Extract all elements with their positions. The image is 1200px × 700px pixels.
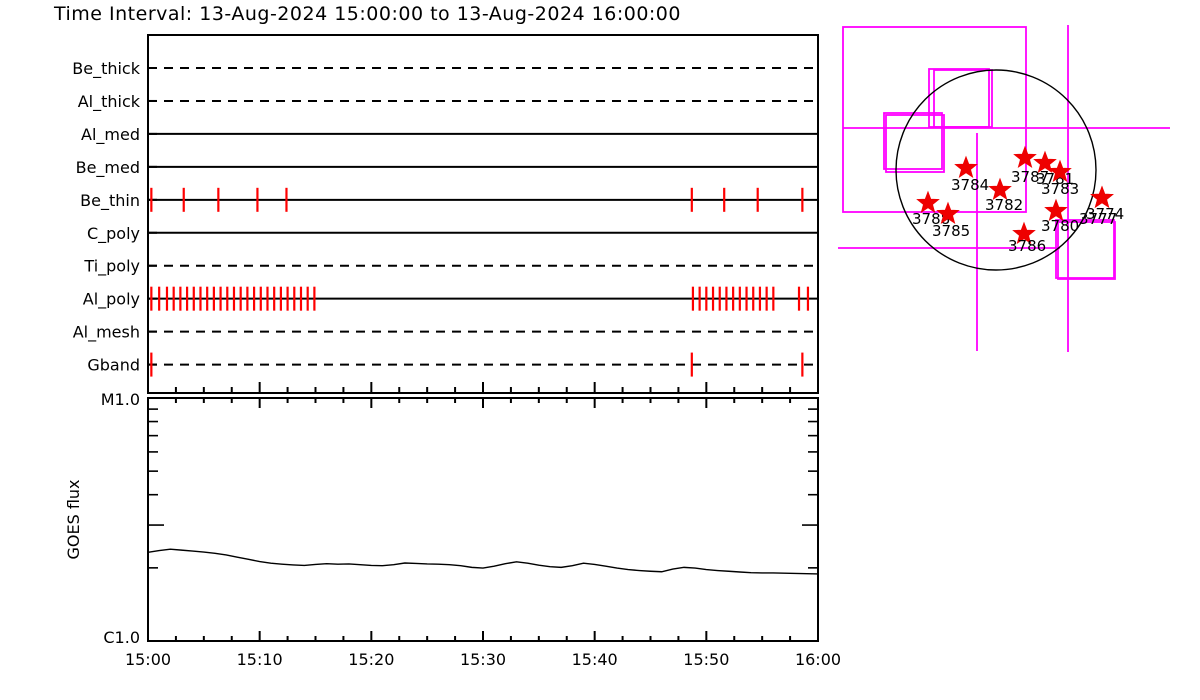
filter-label-ti_poly: Ti_poly (83, 257, 140, 277)
filter-row: Be_thin (80, 187, 818, 212)
active-region-star (1090, 185, 1114, 209)
filter-panel-xaxis (147, 382, 819, 393)
active-region-label: 3784 (951, 176, 989, 194)
active-region: 3788 (912, 190, 950, 228)
fov-box (933, 69, 993, 128)
filter-label-be_med: Be_med (76, 158, 140, 178)
filter-row: Al_poly (83, 286, 818, 311)
active-region: 3786 (1008, 221, 1046, 255)
active-region-label: 3786 (1008, 237, 1046, 255)
filter-row: Al_thick (78, 92, 818, 112)
filter-label-al_thick: Al_thick (78, 92, 141, 112)
filter-row: Be_thick (72, 59, 818, 79)
active-region-star (1012, 221, 1036, 245)
filter-label-al_poly: Al_poly (83, 290, 140, 310)
flux-yaxis-title: GOES flux (64, 479, 83, 559)
active-region-label: 3783 (1041, 180, 1079, 198)
filter-label-be_thick: Be_thick (72, 59, 140, 79)
active-region-label: 3777 (1079, 210, 1117, 228)
solar-disk-map: 3784378737813783378237883785378637803774… (838, 25, 1170, 352)
flux-xtick-label: 15:40 (572, 650, 618, 669)
active-region-label: 3780 (1041, 217, 1079, 235)
fov-box (1057, 221, 1116, 280)
filter-label-be_thin: Be_thin (80, 191, 140, 211)
active-region-star (1033, 150, 1057, 174)
flux-xaxis: 15:00 15:10 15:20 15:30 15:40 15:50 16:00 (125, 398, 841, 669)
flux-xtick-label: 15:30 (460, 650, 506, 669)
active-region-star (936, 201, 960, 225)
active-region-label: 3785 (932, 222, 970, 240)
filter-label-c_poly: C_poly (87, 224, 140, 244)
flux-xtick-label: 15:10 (237, 650, 283, 669)
filter-label-gband: Gband (87, 356, 140, 375)
active-region-star (1013, 145, 1037, 169)
filter-timeline-panel: Be_thick Al_thick Al_med Be_med Be_thin C_pol… (72, 34, 819, 394)
filter-row: Al_mesh (73, 323, 818, 343)
flux-xtick-label: 15:50 (683, 650, 729, 669)
flux-panel-frame (147, 397, 819, 642)
filter-row: Be_med (76, 158, 818, 178)
active-region: 3782 (985, 177, 1023, 214)
active-region: 3783 (1041, 159, 1079, 198)
flux-xtick-label: 16:00 (795, 650, 841, 669)
filter-row: Al_med (81, 125, 818, 145)
goes-flux-curve (147, 548, 819, 575)
filter-row: C_poly (87, 224, 818, 244)
active-region: 3787 (1011, 145, 1049, 186)
active-region-label: 3774 (1086, 205, 1124, 223)
active-region: 3784 (951, 155, 989, 194)
active-region-star (988, 177, 1012, 201)
filter-label-al_mesh: Al_mesh (73, 323, 140, 343)
active-region-star (916, 190, 940, 214)
filter-row: Gband (87, 352, 818, 377)
active-region-star (954, 155, 978, 179)
flux-ytick-bottom: C1.0 (103, 628, 140, 647)
active-region-star (1044, 198, 1068, 222)
flux-xtick-label: 15:20 (348, 650, 394, 669)
flux-ytick-top: M1.0 (101, 390, 140, 409)
fov-box (885, 114, 945, 173)
active-region: 3777 (1079, 185, 1117, 228)
fov-box (1055, 219, 1115, 279)
page-title: Time Interval: 13-Aug-2024 15:00:00 to 1… (54, 3, 681, 25)
filter-row: Ti_poly (83, 257, 818, 277)
active-region-label: 3782 (985, 196, 1023, 214)
active-region-star (1048, 159, 1072, 183)
active-region: 3780 (1041, 198, 1079, 235)
active-region-label: 3787 (1011, 168, 1049, 186)
solar-limb-circle (895, 69, 1097, 271)
filter-label-al_med: Al_med (81, 125, 140, 145)
flux-xtick-label: 15:00 (125, 650, 171, 669)
active-region-label: 3788 (912, 210, 950, 228)
filter-panel-frame (147, 34, 819, 394)
active-region: 3785 (932, 201, 970, 240)
